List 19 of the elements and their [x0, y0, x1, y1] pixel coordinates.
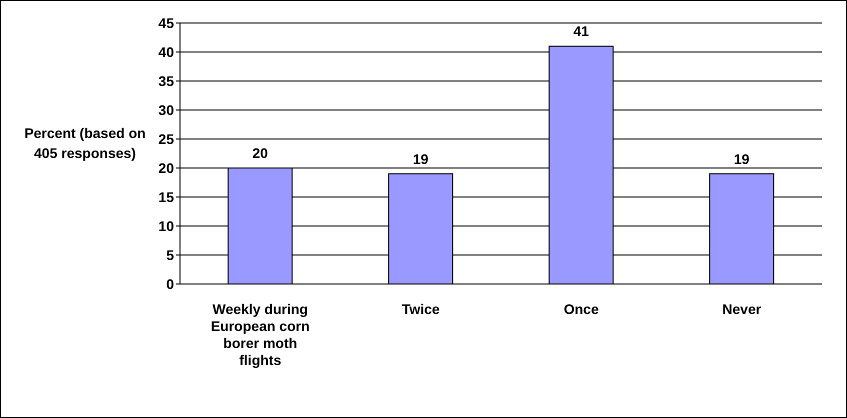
x-tick-label: Twice [402, 301, 440, 317]
y-tick-label: 5 [166, 246, 174, 263]
y-tick-label: 40 [158, 44, 174, 60]
y-tick-label: 30 [158, 102, 174, 118]
y-tick-label: 10 [158, 218, 174, 234]
data-label: 41 [573, 23, 590, 40]
x-tick-label: Never [722, 301, 762, 317]
y-tick-label: 25 [158, 130, 174, 147]
y-tick-label: 15 [158, 188, 174, 205]
data-label: 20 [252, 145, 268, 161]
data-label: 19 [734, 150, 750, 167]
x-tick-label: Weekly during European corn borer moth flights [210, 301, 310, 368]
y-tick-label: 20 [158, 160, 174, 176]
y-axis-title: Percent (based on 405 responses) [23, 124, 147, 163]
x-tick-label: Once [564, 301, 599, 317]
data-label: 19 [412, 150, 429, 167]
y-tick-label: 45 [158, 14, 174, 31]
y-tick-label: 0 [166, 276, 174, 292]
y-tick-label: 35 [158, 72, 174, 89]
